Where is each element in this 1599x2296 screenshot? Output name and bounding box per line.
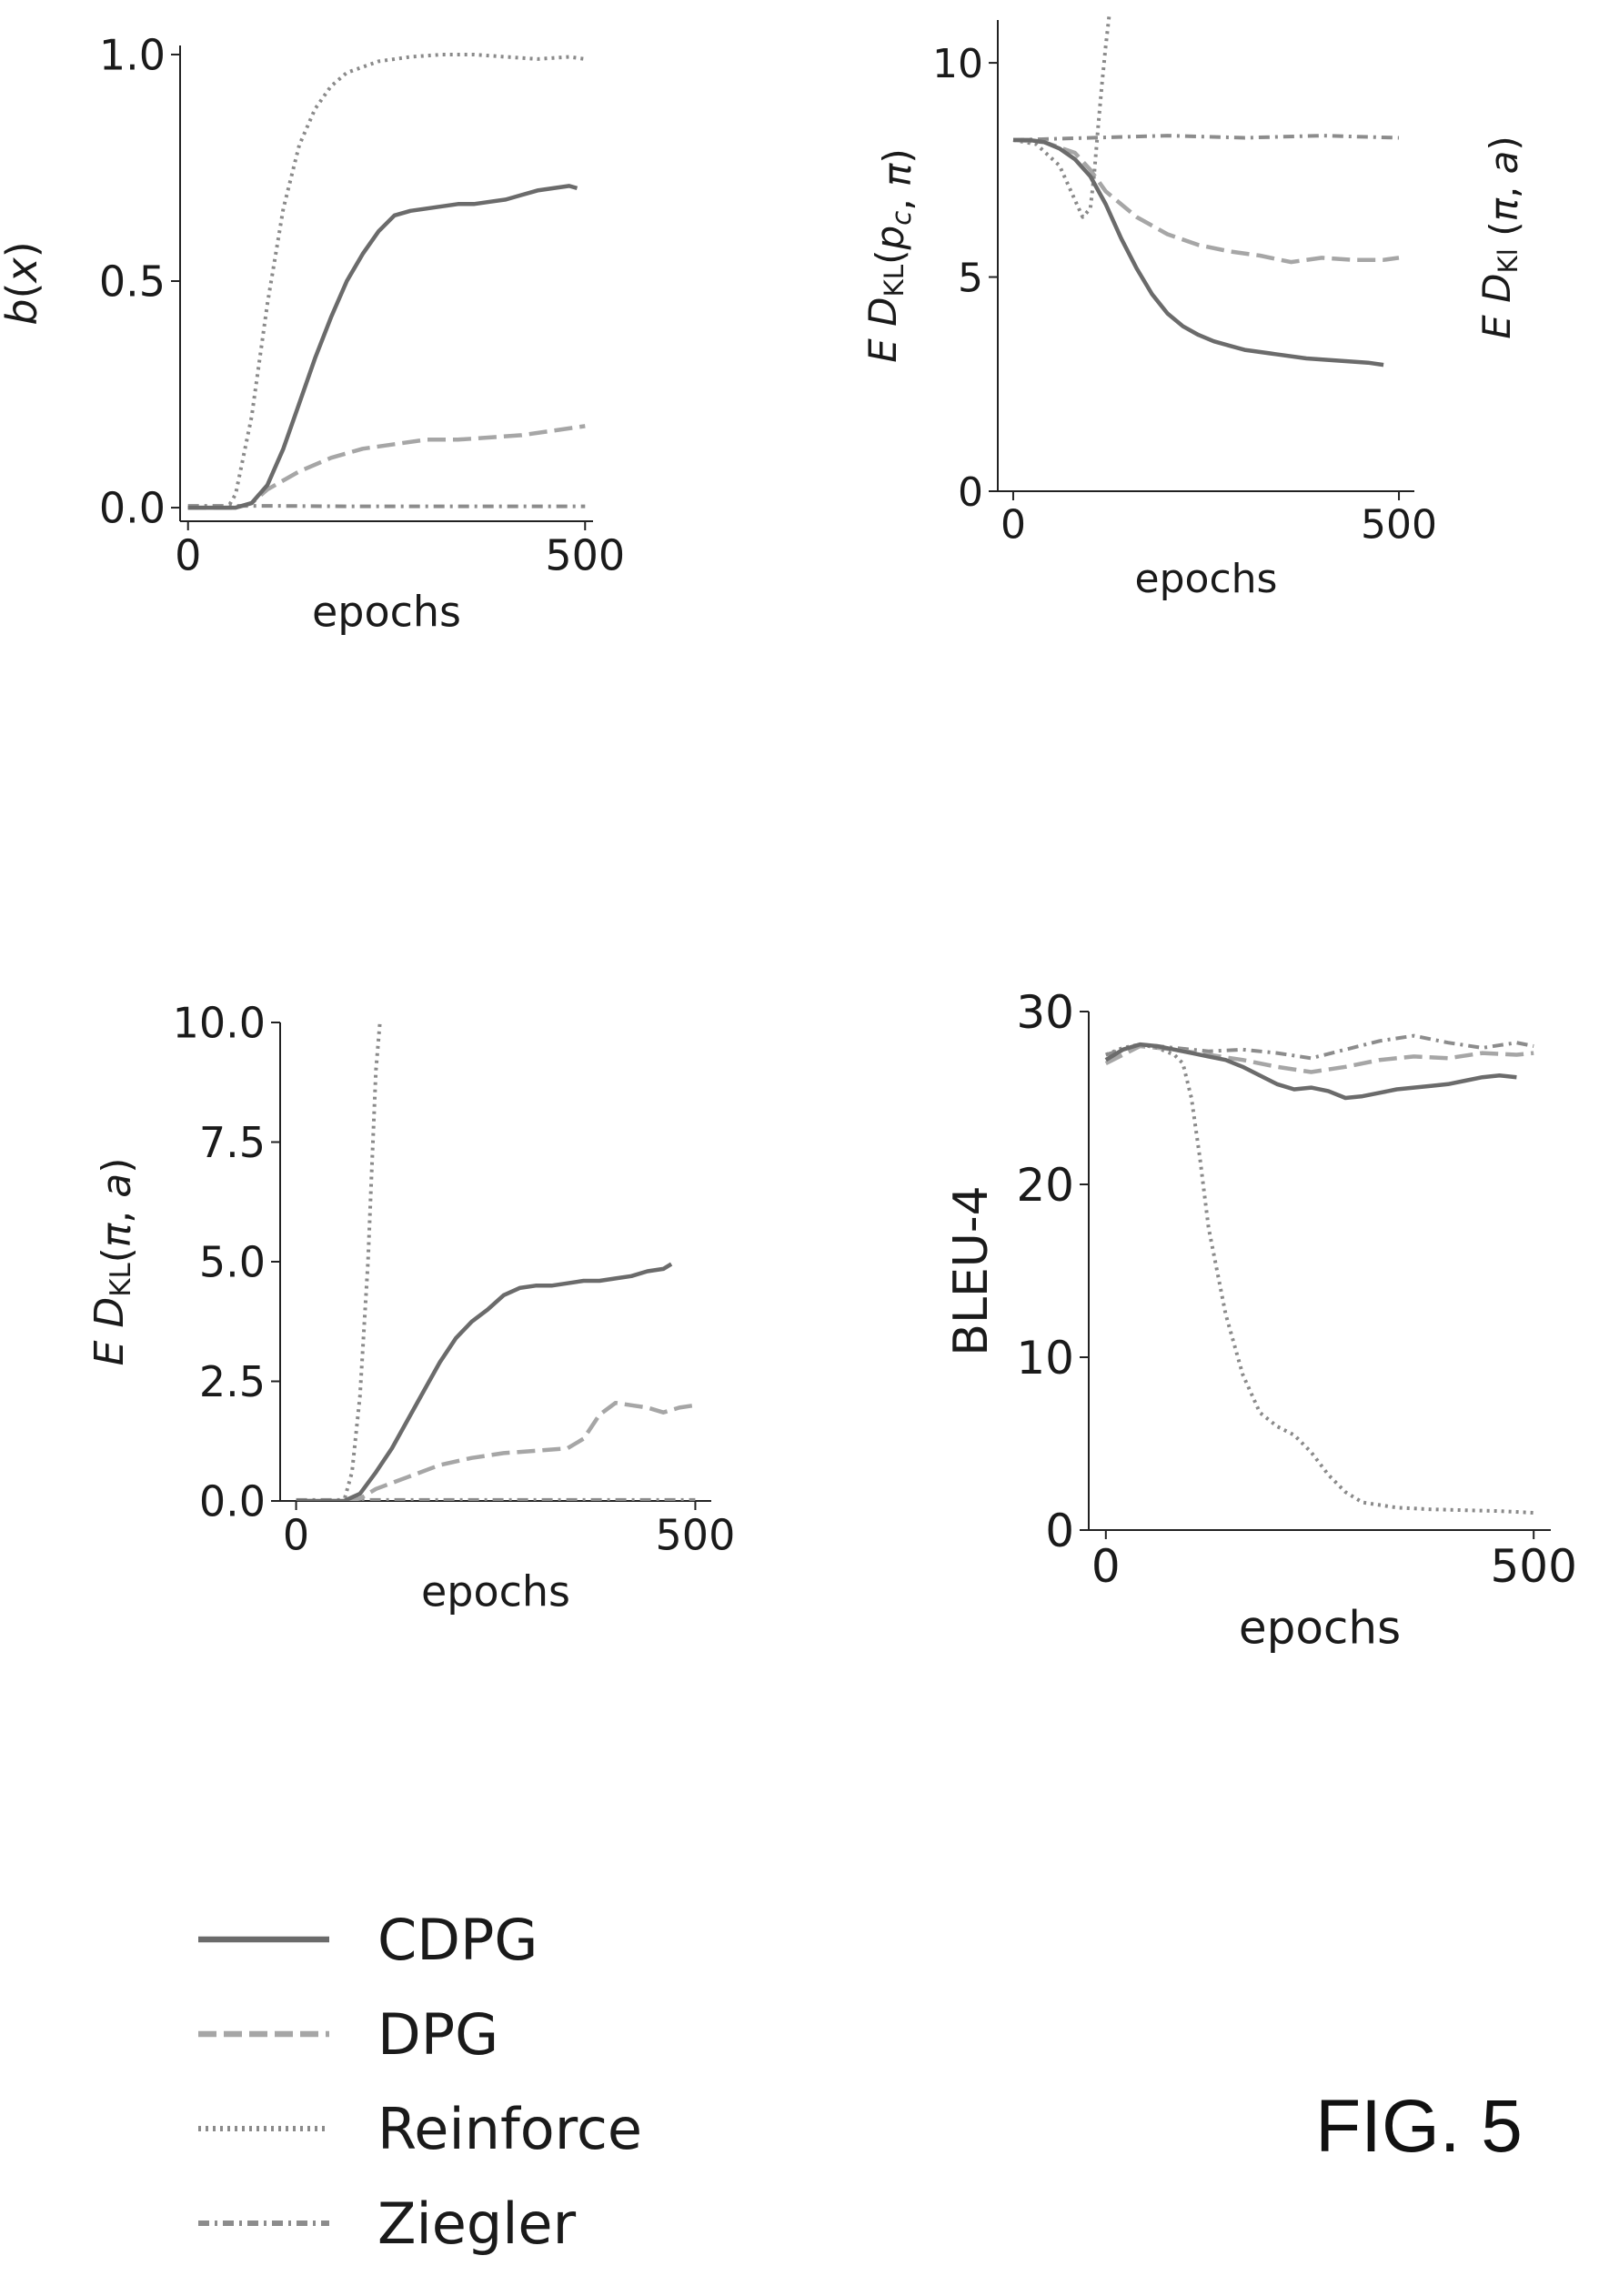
x-tick-label: 0 [283,1510,309,1559]
y-tick-label: 10.0 [173,999,266,1048]
x-tick-label: 500 [656,1510,736,1559]
x-tick-label: 500 [1490,1540,1576,1593]
series-line-cdpg [187,184,578,510]
y-tick-label: 1.0 [99,31,166,80]
x-axis-label: epochs [421,1567,570,1616]
y-tick-label: 7.5 [199,1118,266,1167]
y-tick-label: 0.5 [99,257,166,307]
legend-label-reinforce: Reinforce [377,2096,642,2162]
legend-label-dpg: DPG [377,2001,498,2068]
x-tick-label: 0 [175,530,201,579]
x-tick-label: 0 [1091,1540,1121,1593]
series-line-ziegler [187,504,586,509]
series-line-cdpg [296,1262,673,1501]
y-tick-label: 0 [958,469,983,516]
y-tick-label: 0 [1045,1505,1074,1557]
x-axis-label: epochs [1135,556,1278,602]
secondary-y-axis-label: E DKl (π, a) [1474,136,1526,339]
chart-panel-2: 0 5 10 0 500 epochs E DKL(pc, π) E DKl (π, a) [860,16,1526,602]
x-axis-label: epochs [1239,1602,1401,1655]
series-line-reinforce [1012,16,1111,219]
series-line-reinforce [1105,1042,1534,1515]
chart-panel-1: 0.0 0.5 1.0 0 500 epochs b(x) [0,31,625,637]
y-tick-label: 10 [1016,1332,1074,1385]
y-tick-label: 0.0 [99,484,166,533]
series-line-reinforce [187,53,586,510]
y-axis-label: BLEU-4 [944,1185,999,1355]
series-line-ziegler [1012,134,1400,142]
series-line-reinforce [296,1022,382,1501]
series-line-cdpg [1013,137,1384,368]
y-axis-label: E DKL(π, a) [86,1158,140,1366]
x-tick-label: 500 [545,530,625,579]
y-tick-label: 30 [1016,986,1074,1039]
y-axis-label: b(x) [0,241,46,325]
chart-panel-3: 0.0 2.5 5.0 7.5 10.0 0 500 epochs E DKL(π, a) [86,999,735,1616]
y-tick-label: 20 [1016,1159,1074,1212]
series-line-dpg [1012,137,1400,265]
legend: CDPG DPG Reinforce Ziegler [198,1907,642,2257]
legend-label-cdpg: CDPG [377,1907,538,1973]
y-axis-label: E DKL(pc, π) [860,148,920,363]
figure-label: FIG. 5 [1315,2085,1523,2168]
y-tick-label: 5 [958,255,983,301]
series-line-dpg [296,1400,696,1501]
y-tick-label: 0.0 [199,1477,266,1526]
x-tick-label: 0 [1001,502,1026,549]
series-line-cdpg [1104,1042,1517,1101]
y-tick-label: 10 [932,41,983,87]
x-tick-label: 500 [1361,502,1437,549]
y-tick-label: 2.5 [199,1357,266,1406]
series-line-dpg [187,424,586,510]
chart-panel-4: 0 10 20 30 0 500 epochs BLEU-4 [944,986,1577,1655]
x-axis-label: epochs [312,588,461,637]
y-tick-label: 5.0 [199,1238,266,1287]
legend-label-ziegler: Ziegler [377,2190,577,2257]
